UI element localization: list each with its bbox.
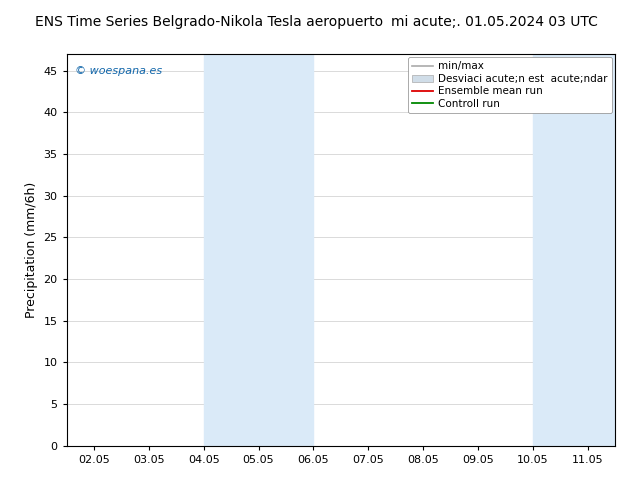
Text: ENS Time Series Belgrado-Nikola Tesla aeropuerto: ENS Time Series Belgrado-Nikola Tesla ae… — [35, 15, 384, 29]
Text: mi acute;. 01.05.2024 03 UTC: mi acute;. 01.05.2024 03 UTC — [391, 15, 598, 29]
Bar — [204, 54, 313, 446]
Y-axis label: Precipitation (mm/6h): Precipitation (mm/6h) — [25, 182, 38, 318]
Text: © woespana.es: © woespana.es — [75, 66, 162, 75]
Bar — [533, 54, 615, 446]
Legend: min/max, Desviaci acute;n est  acute;ndar, Ensemble mean run, Controll run: min/max, Desviaci acute;n est acute;ndar… — [408, 57, 612, 113]
